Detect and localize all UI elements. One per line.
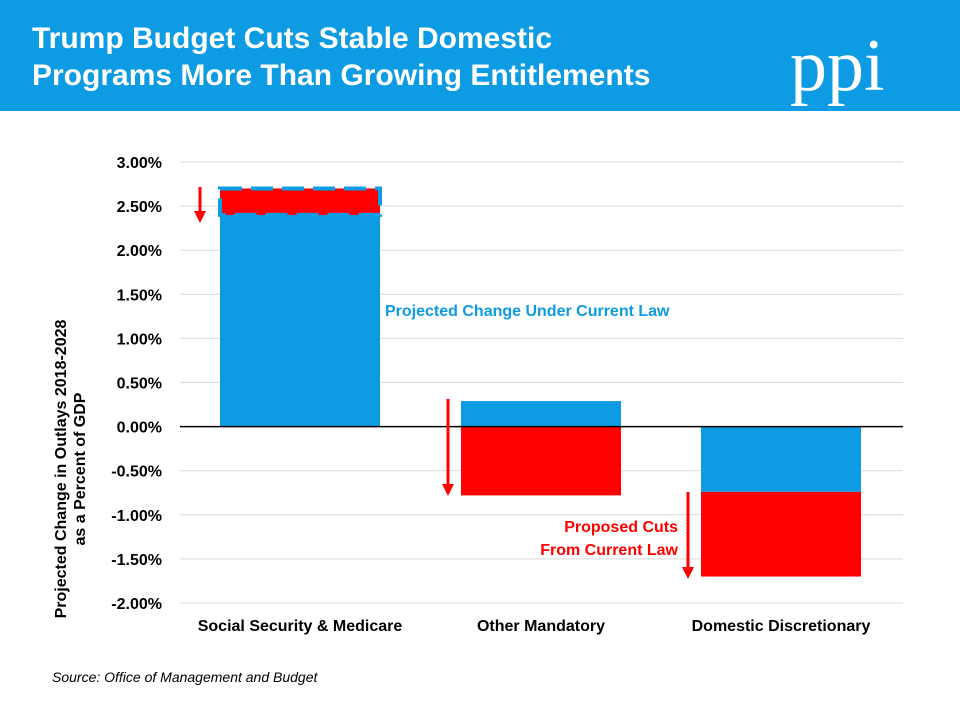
y-axis-title-line: Projected Change in Outlays 2018-2028 xyxy=(53,320,70,619)
annotation-proposed-cuts-line1: Proposed Cuts xyxy=(564,519,678,536)
x-tick-label: Domestic Discretionary xyxy=(692,618,871,635)
cut-arrow-om-head xyxy=(442,484,454,496)
y-axis-title: Projected Change in Outlays 2018-2028 as … xyxy=(53,320,89,619)
logo-text: ppi xyxy=(790,25,885,107)
y-tick-label: 1.00% xyxy=(117,331,162,348)
slide-title: Trump Budget Cuts Stable Domestic Progra… xyxy=(32,22,651,92)
y-tick-label: -0.50% xyxy=(111,464,162,481)
cut-arrow-ss-head xyxy=(194,211,206,223)
annotation-current-law: Projected Change Under Current Law xyxy=(385,303,670,320)
cut-arrow-dd-head xyxy=(682,567,694,579)
y-tick-label: 1.50% xyxy=(117,287,162,304)
y-tick-label: 3.00% xyxy=(117,155,162,172)
current-law-outline xyxy=(218,186,382,217)
bar-proposed-cut xyxy=(701,491,861,577)
source-note: Source: Office of Management and Budget xyxy=(52,669,318,685)
y-tick-label: -2.00% xyxy=(111,596,162,613)
bar-current-law xyxy=(220,188,380,427)
y-tick-label: 2.00% xyxy=(117,243,162,260)
y-tick-label: 0.00% xyxy=(117,420,162,437)
x-tick-label: Other Mandatory xyxy=(477,618,605,635)
y-tick-label: 0.50% xyxy=(117,376,162,393)
y-tick-label: 2.50% xyxy=(117,199,162,216)
y-tick-label: -1.50% xyxy=(111,552,162,569)
ppi-logo: ppi xyxy=(790,25,885,107)
chart: 3.00% 2.50% 2.00% 1.50% 1.00% 0.50% 0.00% -0.50… xyxy=(53,155,903,635)
y-axis-title-line: as a Percent of GDP xyxy=(72,392,89,545)
title-banner: Trump Budget Cuts Stable Domestic Progra… xyxy=(0,0,960,111)
annotation-proposed-cuts-line2: From Current Law xyxy=(540,542,678,559)
bar-current-law xyxy=(701,426,861,492)
y-tick-label: -1.00% xyxy=(111,508,162,525)
bar-proposed-cut xyxy=(461,426,621,496)
x-tick-label: Social Security & Medicare xyxy=(198,618,403,635)
bar-proposed-cut xyxy=(220,188,380,215)
bar-current-law xyxy=(461,401,621,427)
